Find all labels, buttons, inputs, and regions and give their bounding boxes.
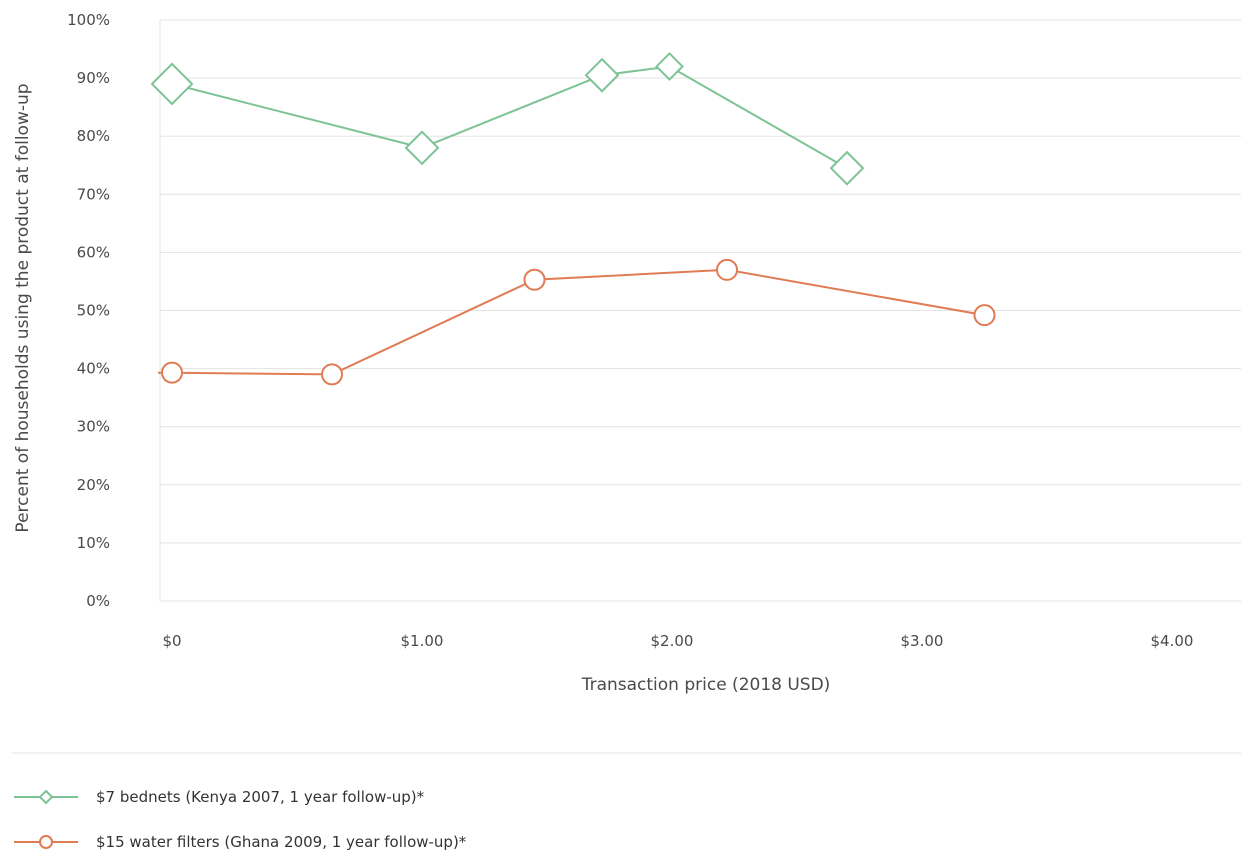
y-axis-ticks: 0% 10% 20% 30% 40% 50% 60% 70% 80% 90% 100%: [67, 11, 110, 610]
x-tick-label: $1.00: [401, 632, 444, 650]
data-point-diamond: [584, 57, 620, 93]
data-point-circle: [321, 363, 343, 386]
y-tick-label: 30%: [77, 418, 110, 436]
y-tick-label: 60%: [77, 243, 110, 261]
y-tick-label: 10%: [77, 534, 110, 552]
series-2: [158, 258, 996, 386]
y-tick-label: 50%: [77, 302, 110, 320]
x-tick-label: $4.00: [1151, 632, 1194, 650]
data-point-diamond: [150, 62, 194, 106]
y-tick-label: 70%: [77, 185, 110, 203]
legend-label: $7 bednets (Kenya 2007, 1 year follow-up…: [96, 788, 425, 806]
legend-marker-diamond: [38, 789, 54, 805]
data-point-circle: [973, 304, 996, 327]
y-tick-label: 0%: [86, 592, 110, 610]
x-tick-label: $2.00: [651, 632, 694, 650]
series-line: [158, 268, 985, 376]
y-tick-label: 40%: [77, 360, 110, 378]
y-tick-label: 20%: [77, 476, 110, 494]
legend-item: $7 bednets (Kenya 2007, 1 year follow-up…: [14, 788, 425, 806]
x-axis-label: Transaction price (2018 USD): [581, 675, 831, 695]
data-point-diamond: [404, 130, 440, 166]
legend-label: $15 water filters (Ghana 2009, 1 year fo…: [96, 833, 467, 850]
data-point-circle: [523, 268, 546, 291]
y-tick-label: 100%: [67, 11, 110, 29]
grid: [159, 19, 1241, 602]
y-tick-label: 90%: [77, 69, 110, 87]
y-axis-label: Percent of households using the product …: [13, 83, 33, 532]
series-line: [171, 65, 848, 170]
legend-marker-circle: [39, 835, 53, 849]
legend-item: $15 water filters (Ghana 2009, 1 year fo…: [14, 833, 467, 850]
x-tick-label: $3.00: [901, 632, 944, 650]
y-tick-label: 80%: [77, 127, 110, 145]
data-point-circle: [161, 361, 183, 384]
series-1: [150, 52, 865, 186]
x-tick-label: $0: [162, 632, 181, 650]
series-layer: [150, 52, 996, 386]
data-point-diamond: [829, 150, 865, 186]
data-point-circle: [716, 258, 738, 281]
legend: $7 bednets (Kenya 2007, 1 year follow-up…: [14, 788, 467, 850]
x-axis-ticks: $0 $1.00 $2.00 $3.00 $4.00: [162, 632, 1193, 650]
data-point-diamond: [655, 52, 684, 81]
